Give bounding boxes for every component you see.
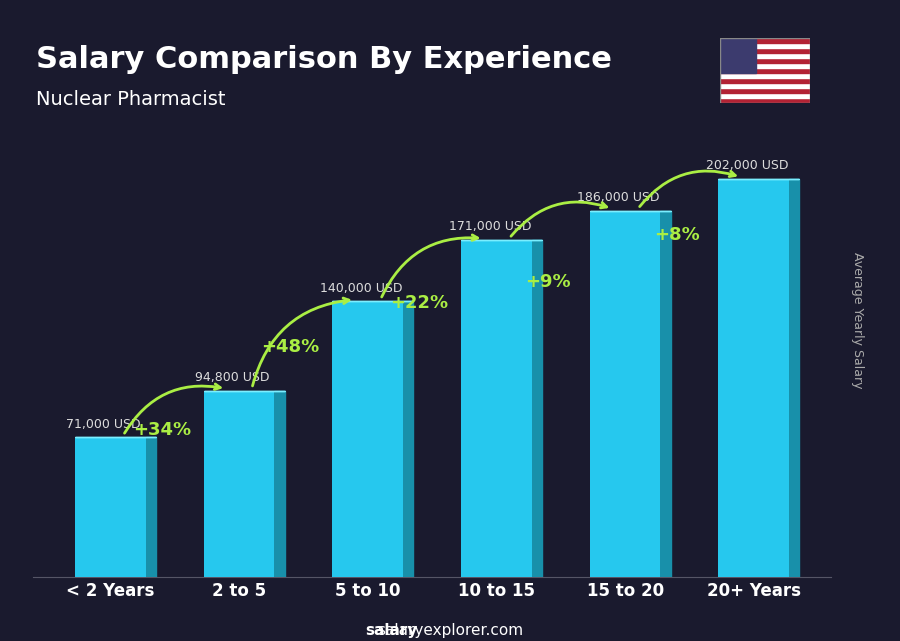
Bar: [720, 44, 810, 48]
Text: 186,000 USD: 186,000 USD: [578, 191, 660, 204]
Polygon shape: [661, 211, 670, 578]
Bar: [720, 73, 810, 78]
Bar: [720, 48, 810, 53]
Polygon shape: [532, 240, 542, 578]
Bar: [720, 38, 810, 44]
Bar: [720, 38, 756, 73]
Bar: [720, 83, 810, 88]
Bar: [720, 88, 810, 93]
Text: +22%: +22%: [390, 294, 448, 312]
Text: salaryexplorer.com: salaryexplorer.com: [377, 622, 523, 638]
Bar: [720, 53, 810, 58]
Bar: [720, 97, 810, 103]
Bar: [720, 58, 810, 63]
Text: +9%: +9%: [525, 273, 571, 291]
Bar: [720, 68, 810, 73]
FancyBboxPatch shape: [590, 211, 661, 578]
Bar: [720, 93, 810, 97]
Bar: [720, 78, 810, 83]
Bar: [720, 63, 810, 68]
FancyBboxPatch shape: [75, 438, 146, 578]
Text: Nuclear Pharmacist: Nuclear Pharmacist: [36, 90, 226, 109]
FancyBboxPatch shape: [461, 240, 532, 578]
Polygon shape: [274, 390, 284, 578]
Text: Average Yearly Salary: Average Yearly Salary: [851, 253, 864, 388]
FancyBboxPatch shape: [332, 301, 403, 578]
Text: Salary Comparison By Experience: Salary Comparison By Experience: [36, 45, 612, 74]
Text: 202,000 USD: 202,000 USD: [706, 159, 788, 172]
Polygon shape: [146, 438, 156, 578]
Text: salary: salary: [365, 622, 418, 638]
Polygon shape: [789, 179, 799, 578]
Text: 140,000 USD: 140,000 USD: [320, 281, 402, 294]
FancyBboxPatch shape: [203, 390, 274, 578]
Text: 94,800 USD: 94,800 USD: [195, 370, 270, 384]
Text: 71,000 USD: 71,000 USD: [67, 417, 141, 431]
FancyBboxPatch shape: [718, 179, 789, 578]
Text: +48%: +48%: [261, 338, 320, 356]
Polygon shape: [403, 301, 413, 578]
Text: 171,000 USD: 171,000 USD: [449, 221, 531, 233]
Text: +34%: +34%: [132, 421, 191, 439]
Text: +8%: +8%: [653, 226, 699, 244]
